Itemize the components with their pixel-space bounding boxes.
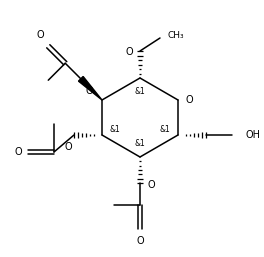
Text: O: O — [136, 236, 144, 246]
Text: &1: &1 — [135, 139, 145, 148]
Text: O: O — [64, 142, 72, 152]
Text: &1: &1 — [109, 125, 120, 134]
Text: O: O — [86, 86, 93, 96]
Text: CH₃: CH₃ — [168, 32, 185, 41]
Text: O: O — [125, 47, 133, 57]
Text: &1: &1 — [135, 87, 145, 96]
Text: O: O — [37, 30, 44, 40]
Polygon shape — [78, 76, 102, 100]
Text: O: O — [14, 147, 22, 157]
Text: O: O — [147, 180, 155, 190]
Text: O: O — [185, 95, 193, 105]
Text: &1: &1 — [160, 125, 171, 134]
Text: OH: OH — [245, 130, 260, 140]
